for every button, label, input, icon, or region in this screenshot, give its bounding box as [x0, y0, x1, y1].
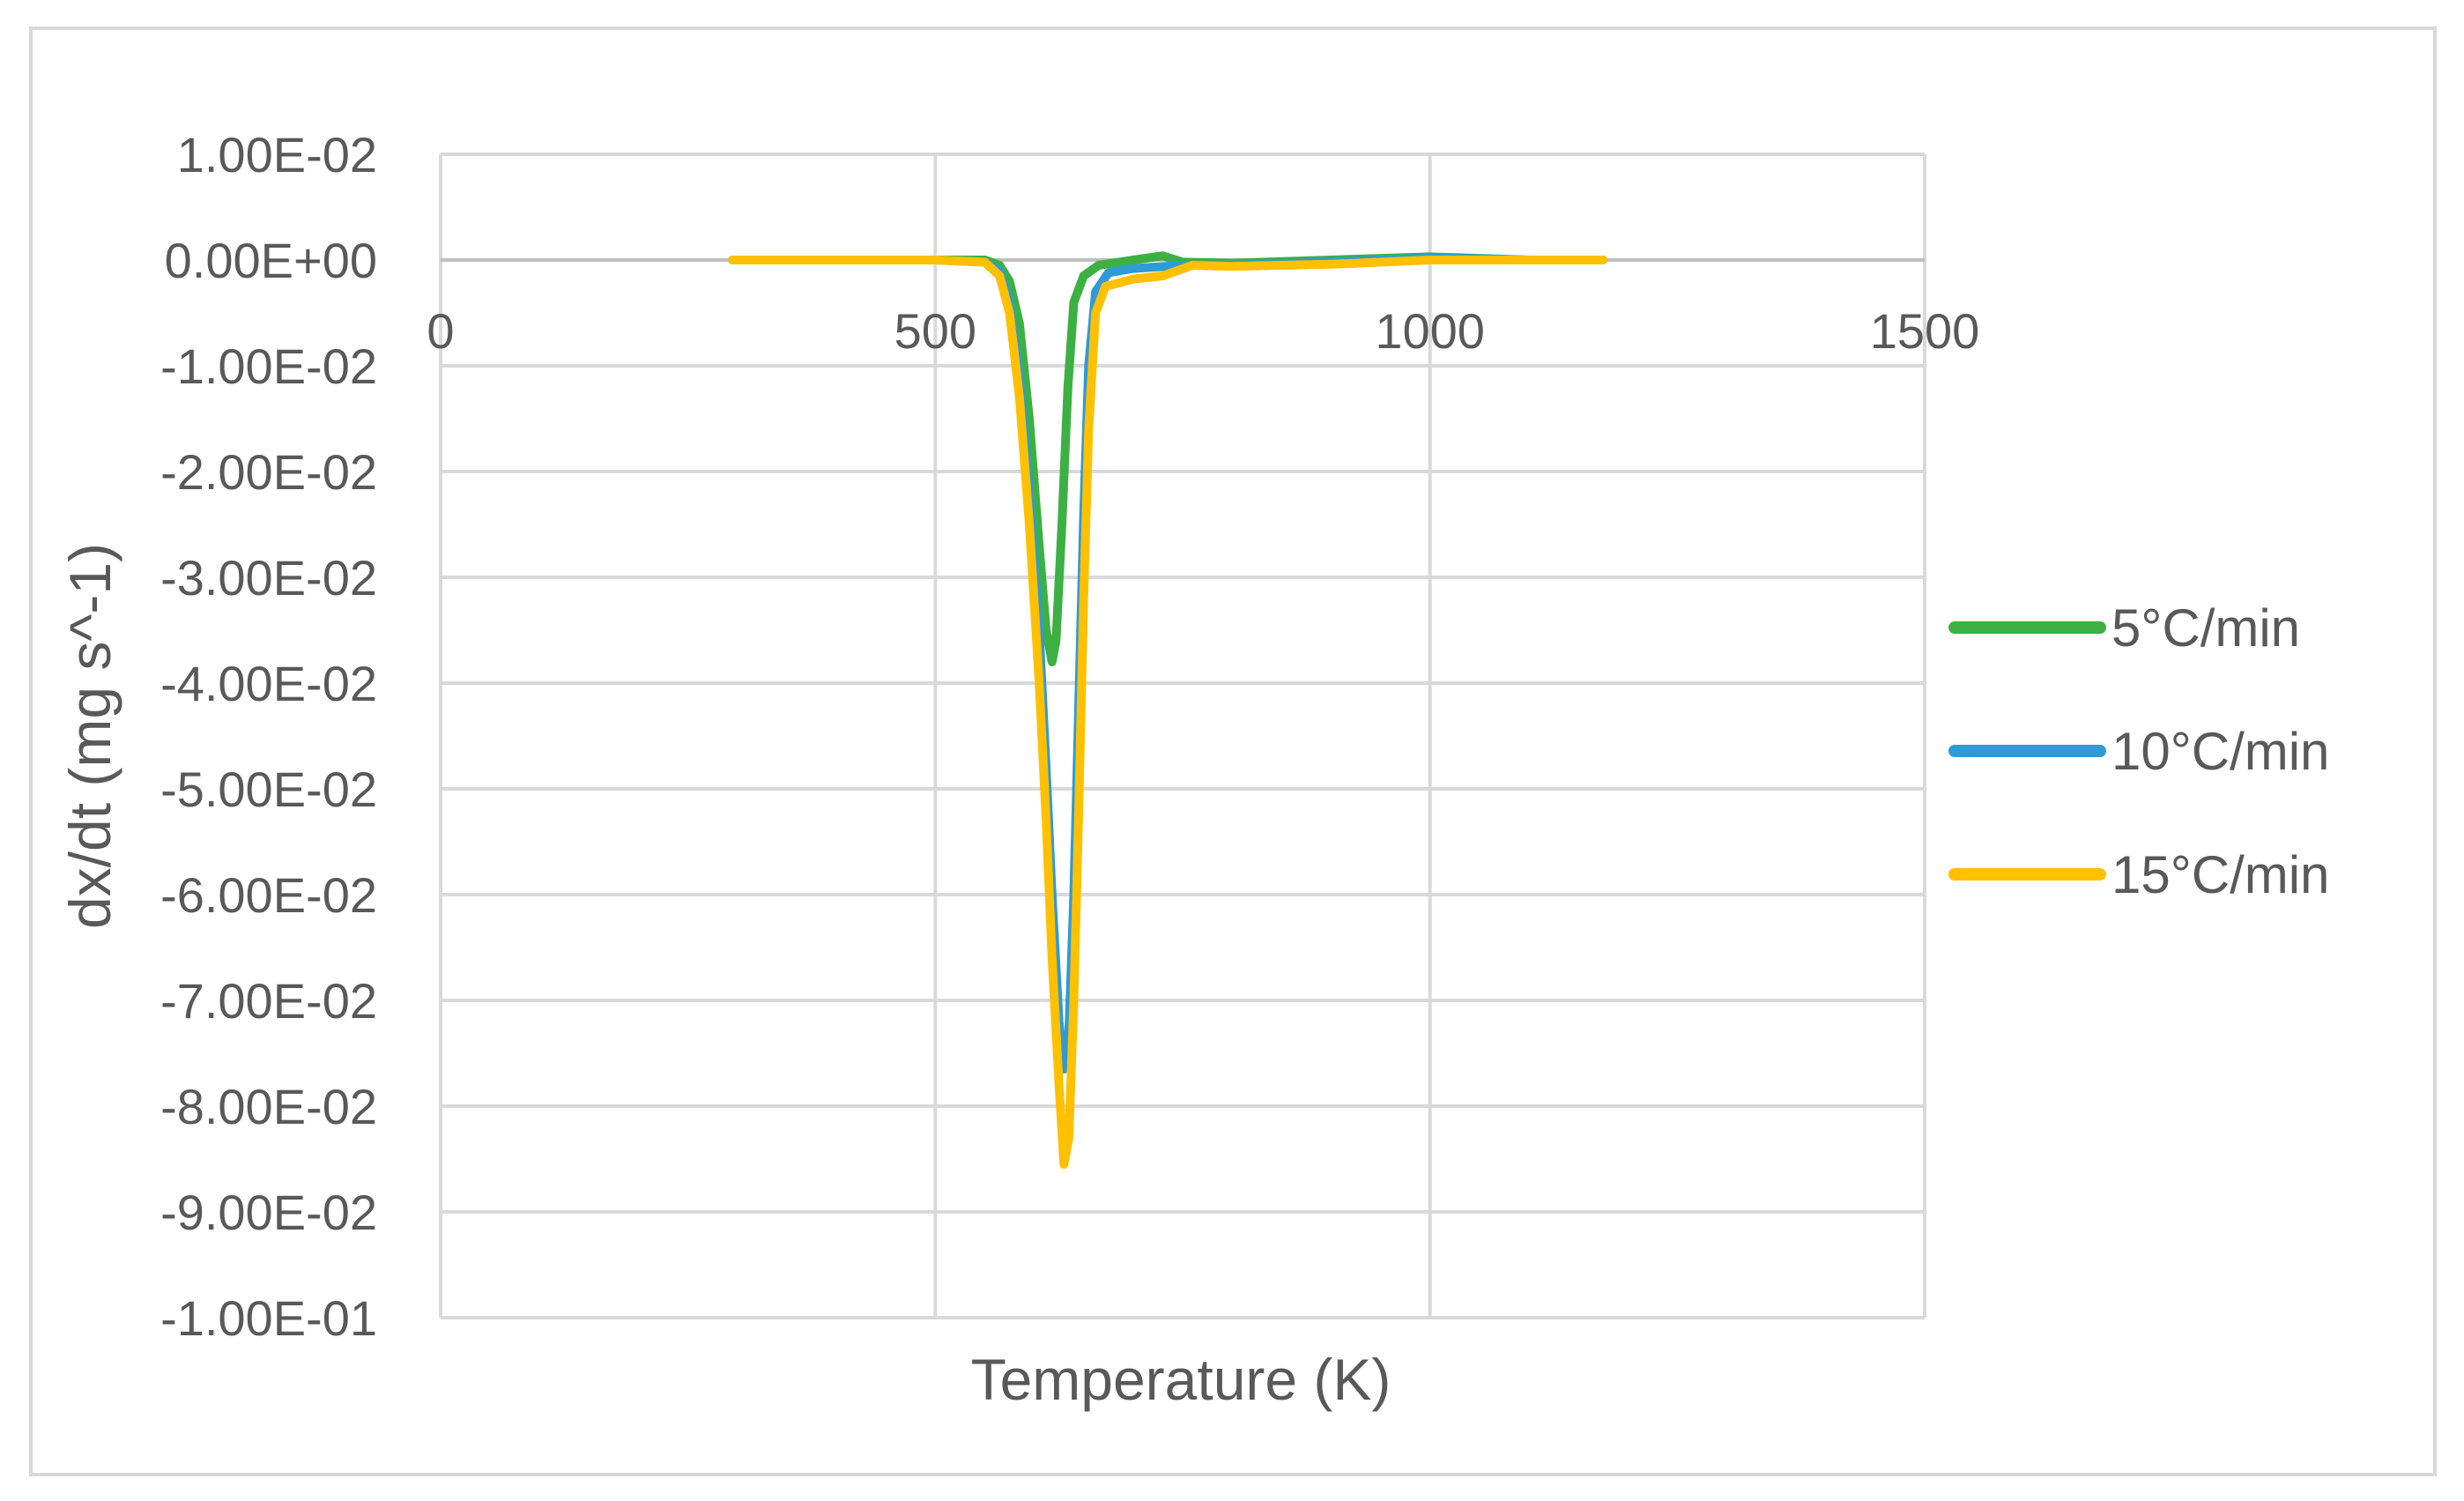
y-axis-title: dx/dt (mg s^-1) — [57, 543, 122, 929]
y-tick-label: -4.00E-02 — [160, 656, 377, 711]
y-tick-label: 0.00E+00 — [165, 233, 377, 288]
legend-label-0: 5°C/min — [2111, 598, 2300, 658]
x-tick-label: 0 — [427, 303, 454, 359]
legend-label-1: 10°C/min — [2111, 722, 2329, 781]
gridlines — [439, 152, 1926, 1319]
x-axis-title: Temperature (K) — [971, 1347, 1392, 1412]
series-line-2 — [728, 256, 1608, 1169]
series-line-1 — [728, 253, 1608, 1074]
y-tick-label: -9.00E-02 — [160, 1185, 377, 1240]
legend: 5°C/min 10°C/min 15°C/min — [1948, 598, 2329, 904]
x-tick-label: 1000 — [1375, 303, 1485, 359]
y-tick-label: -6.00E-02 — [160, 867, 377, 923]
series-lines — [728, 251, 1608, 1169]
x-tick-label: 1500 — [1870, 303, 1980, 359]
y-tick-label: 1.00E-02 — [177, 127, 377, 182]
x-tick-label: 500 — [894, 303, 976, 359]
tick-labels: 1.00E-02 0.00E+00 -1.00E-02 -2.00E-02 -3.00E… — [160, 127, 1979, 1346]
y-tick-label: -1.00E-02 — [160, 338, 377, 394]
y-tick-label: -3.00E-02 — [160, 550, 377, 606]
y-tick-label: -1.00E-01 — [160, 1290, 377, 1346]
y-tick-label: -7.00E-02 — [160, 973, 377, 1029]
y-tick-label: -2.00E-02 — [160, 444, 377, 500]
y-tick-label: -8.00E-02 — [160, 1079, 377, 1134]
y-tick-label: -5.00E-02 — [160, 762, 377, 817]
legend-label-2: 15°C/min — [2111, 845, 2329, 904]
